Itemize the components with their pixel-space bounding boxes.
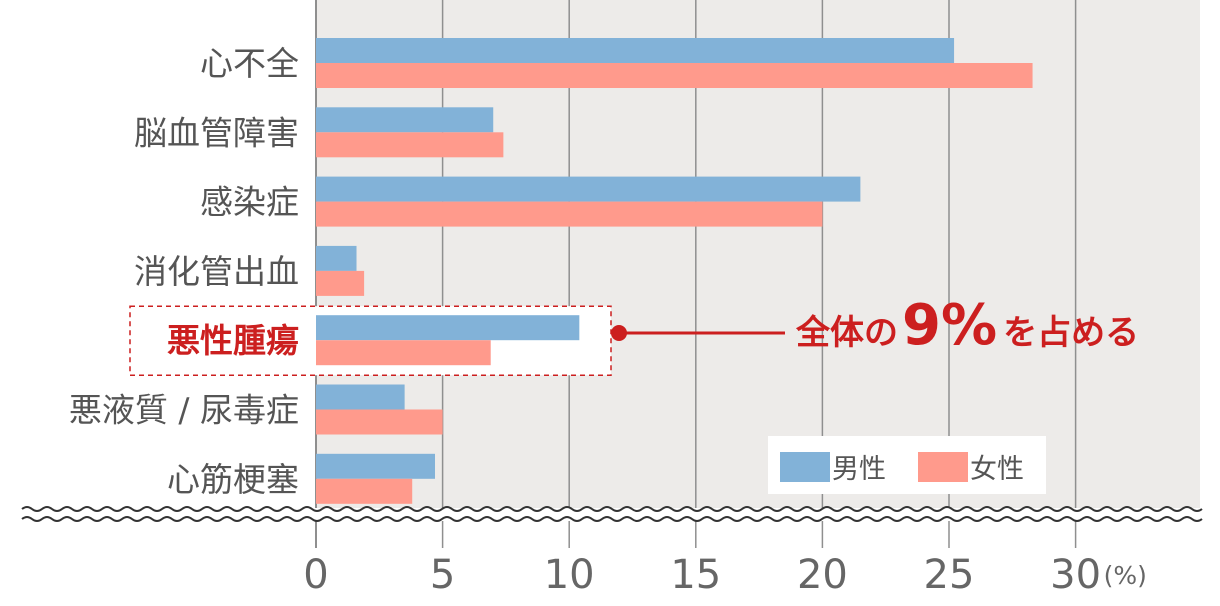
annotation: 全体の9% を占める	[611, 293, 1139, 358]
tick-label-5: 5	[430, 552, 455, 598]
tick-label-0: 0	[303, 552, 328, 598]
annotation-text: 全体の9% を占める	[795, 293, 1139, 358]
bar-male-3	[316, 245, 357, 271]
axis-break-line-lower	[21, 516, 1203, 522]
tick-label-25: 25	[924, 552, 975, 598]
tick-label-30: 30	[1050, 552, 1101, 598]
category-label-1: 脳血管障害	[134, 113, 299, 152]
bar-female-0	[316, 63, 1033, 88]
tick-label-10: 10	[544, 552, 595, 598]
bar-male-1	[316, 107, 494, 133]
bar-female-1	[316, 132, 504, 158]
legend-label-male: 男性	[832, 454, 886, 485]
highlight-box	[129, 305, 612, 376]
category-label-3: 消化管出血	[134, 252, 299, 291]
tick-label-15: 15	[670, 552, 721, 598]
legend-label-female: 女性	[970, 454, 1024, 485]
plot-area	[129, 0, 1200, 548]
category-label-0: 心不全	[200, 44, 299, 83]
x-axis: 0 5 10 15 20 25 30 (%)	[18, 506, 1203, 598]
legend: 男性 女性	[768, 436, 1046, 494]
bar-female-4	[316, 340, 491, 366]
legend-swatch-male	[780, 452, 830, 482]
bar-male-4	[316, 315, 580, 341]
category-label-2: 感染症	[200, 183, 299, 222]
category-label-6: 心筋梗塞	[167, 460, 299, 499]
tick-label-20: 20	[797, 552, 848, 598]
annotation-value: 9%	[902, 293, 997, 358]
bar-male-5	[316, 384, 405, 410]
category-label-4: 悪性腫瘍	[167, 321, 299, 360]
x-unit-label: (%)	[1104, 561, 1147, 590]
bar-male-6	[316, 453, 436, 479]
bar-male-0	[316, 38, 955, 63]
bar-female-5	[316, 409, 443, 435]
bar-female-3	[316, 270, 365, 296]
annotation-prefix: 全体の	[795, 313, 898, 353]
annotation-suffix: を占める	[1003, 313, 1139, 353]
axis-break-line-upper	[21, 506, 1203, 512]
bar-male-2	[316, 176, 861, 202]
bar-female-2	[316, 201, 823, 227]
bar-female-6	[316, 478, 413, 504]
category-label-5: 悪液質 / 尿毒症	[69, 391, 299, 430]
legend-swatch-female	[918, 452, 968, 482]
